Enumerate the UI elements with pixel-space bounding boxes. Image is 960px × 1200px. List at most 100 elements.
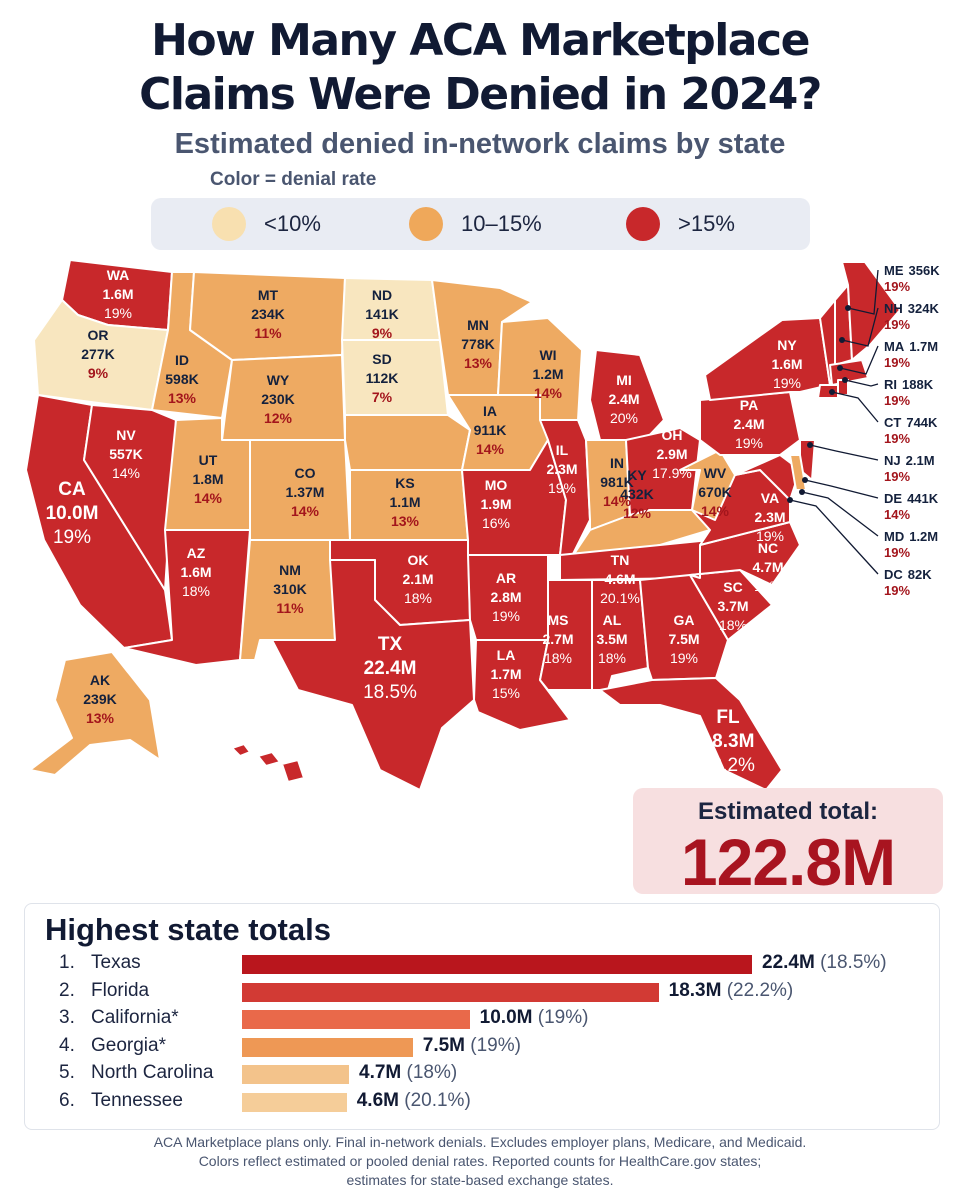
state-label-nv: NV 557K 14% — [109, 427, 142, 481]
total-box: Estimated total: 122.8M — [633, 788, 943, 899]
state-rate: 11% — [254, 325, 282, 341]
state-label-nc: NC 4.7M 18% — [752, 540, 783, 594]
state-rate: 14% — [291, 503, 320, 519]
state-rate: 12% — [264, 410, 293, 426]
callout-value: 82K — [908, 567, 932, 582]
state-abbr: NM — [279, 562, 301, 578]
state-abbr: OR — [88, 327, 109, 343]
ranking-row: 2. Florida 18.3M (22.2%) — [25, 980, 939, 1006]
state-label-hi: HI 199K 27% — [205, 735, 238, 789]
callout-abbr: CT — [884, 415, 901, 430]
callout-name: DC 82K — [884, 567, 932, 582]
callout-value: 356K — [909, 263, 941, 278]
state-label-or: OR 277K 9% — [81, 327, 114, 381]
rank-rate: (19%) — [532, 1007, 589, 1028]
callout-dot — [837, 365, 843, 371]
state-label-in: IN 981K 14% — [600, 455, 633, 509]
callout-name: RI 188K — [884, 377, 934, 392]
callout-rate: 19% — [884, 355, 910, 370]
state-rate: 19% — [492, 608, 520, 624]
callout-rate: 19% — [884, 317, 910, 332]
state-rate: 16% — [482, 515, 510, 531]
state-abbr: OK — [408, 552, 429, 568]
state-label-ca: CA 10.0M 19% — [46, 479, 99, 548]
callout-dot — [802, 477, 808, 483]
state-value: 199K — [205, 754, 238, 770]
callout-leader — [801, 491, 879, 537]
state-rate: 19% — [104, 305, 132, 321]
state-abbr: LA — [497, 647, 516, 663]
state-abbr: IA — [483, 403, 497, 419]
footnote: ACA Marketplace plans only. Final in-net… — [0, 1133, 960, 1190]
state-abbr: IN — [610, 455, 624, 471]
callout-abbr: RI — [884, 377, 897, 392]
rank-state-name: Georgia* — [91, 1034, 166, 1056]
state-value: 1.8M — [192, 471, 223, 487]
state-abbr: UT — [199, 452, 218, 468]
state-label-ia: IA 911K 14% — [474, 403, 507, 457]
state-rate: 14% — [112, 465, 140, 481]
state-value: 2.7M — [542, 631, 573, 647]
state-label-ok: OK 2.1M 18% — [402, 552, 433, 606]
rank-bar — [242, 1065, 349, 1084]
callout-leader — [844, 379, 879, 387]
legend-label-high: >15% — [678, 211, 735, 236]
state-abbr: WI — [539, 347, 556, 363]
state-abbr: PA — [740, 397, 758, 413]
state-label-ak: AK 239K 13% — [83, 672, 116, 726]
state-rate: 18.5% — [363, 682, 417, 703]
callout-name: DE 441K — [884, 491, 939, 506]
state-label-fl: FL 18.3M 22.2% — [701, 707, 755, 776]
rank-rate: (18.5%) — [814, 952, 887, 973]
state-value: 3.7M — [717, 598, 748, 614]
state-shapes — [25, 259, 901, 791]
state-value: 2.4M — [608, 391, 639, 407]
state-abbr: GA — [674, 612, 695, 628]
state-abbr: OH — [662, 427, 683, 443]
state-abbr: TX — [378, 634, 403, 655]
legend: <10% 10–15% >15% — [151, 198, 810, 250]
callout-leader — [789, 499, 879, 575]
legend-swatch-low — [212, 207, 246, 241]
callout-rate: 19% — [884, 545, 910, 560]
state-label-sd: SD 112K 7% — [366, 351, 399, 405]
rank-bar — [242, 1010, 470, 1029]
callout-rate: 19% — [884, 431, 910, 446]
state-rate: 14% — [476, 441, 505, 457]
footnote-line-2: Colors reflect estimated or pooled denia… — [198, 1153, 762, 1169]
state-rate: 18% — [182, 583, 210, 599]
state-rate: 27% — [208, 773, 236, 789]
callout-dot — [787, 497, 793, 503]
callout-value: 2.1M — [906, 453, 935, 468]
state-label-ut: UT 1.8M 14% — [192, 452, 223, 506]
state-label-id: ID 598K 13% — [165, 352, 198, 406]
state-abbr: CO — [295, 465, 316, 481]
rank-value: 4.6M (20.1%) — [357, 1090, 471, 1112]
callout-leader — [839, 345, 879, 375]
state-rate: 19% — [548, 480, 576, 496]
legend-label-mid: 10–15% — [461, 211, 542, 236]
legend-swatch-mid — [409, 207, 443, 241]
callout-name: NJ 2.1M — [884, 453, 935, 468]
rank-value: 4.7M (18%) — [359, 1062, 457, 1084]
state-rate: 13% — [391, 513, 420, 529]
state-label-ky: KY 432K 12% — [620, 467, 653, 521]
callout-leader — [841, 307, 879, 347]
total-label: Estimated total: — [697, 798, 879, 825]
state-abbr: WY — [267, 372, 290, 388]
rank-number: 4. — [59, 1034, 75, 1056]
state-value: 2.3M — [546, 461, 577, 477]
state-label-ks: KS 1.1M 13% — [389, 475, 420, 529]
state-abbr: KS — [395, 475, 414, 491]
state-label-mt: MT 234K 11% — [251, 287, 284, 341]
rank-bar — [242, 1092, 347, 1112]
state-abbr: SC — [723, 579, 742, 595]
ranking-row: 5. North Carolina 4.7M (18%) — [25, 1062, 939, 1088]
state-value: 2.3M — [754, 509, 785, 525]
state-value: 2.1M — [402, 571, 433, 587]
state-rate: 22.2% — [701, 755, 755, 776]
